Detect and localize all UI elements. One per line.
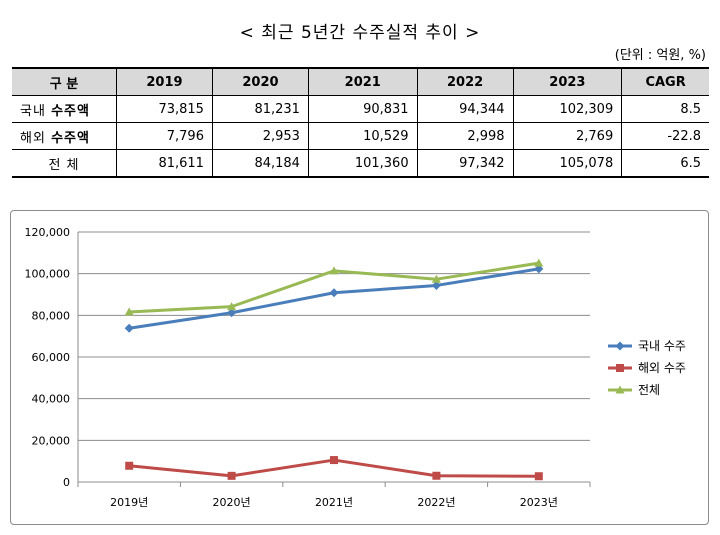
row-label: 전 체 (12, 149, 117, 178)
table-cell: 73,815 (116, 95, 213, 123)
row-label-b: 수주액 (51, 130, 90, 146)
x-tick-label: 2019년 (110, 496, 148, 509)
row-label-b: 수주액 (51, 103, 90, 119)
y-tick-label: 80,000 (32, 309, 71, 322)
y-tick-label: 40,000 (32, 393, 71, 406)
page-title: < 최근 5년간 수주실적 추이 > (239, 23, 481, 43)
data-point (432, 471, 441, 480)
data-point (227, 471, 236, 480)
unit-note: (단위 : 억원, %) (614, 48, 706, 63)
table-header-cell: 2021 (307, 67, 418, 96)
legend-marker (615, 341, 625, 351)
table-cell: 102,309 (512, 95, 623, 123)
series-line (128, 267, 540, 330)
table-cell: 8.5 (621, 95, 709, 123)
data-point (431, 280, 441, 290)
data-point (431, 274, 441, 283)
table-cell: 81,611 (116, 149, 213, 178)
table-row: 국내 수주액 73,815 81,231 90,831 94,344 102,3… (12, 95, 709, 123)
table-header-cell: 2022 (416, 67, 514, 96)
table-header-cell: 구 분 (12, 67, 117, 96)
y-tick-label: 20,000 (32, 434, 71, 447)
table-cell: -22.8 (621, 122, 709, 150)
legend-label: 해외 수주 (638, 361, 686, 375)
data-point (124, 323, 134, 333)
table-row: 전 체 81,611 84,184 101,360 97,342 105,078… (12, 149, 709, 178)
data-point (329, 288, 339, 298)
row-label-a: 전 체 (48, 157, 80, 173)
row-label: 해외 수주액 (12, 122, 117, 150)
table-cell: 2,998 (416, 122, 514, 150)
y-tick-label: 120,000 (25, 226, 71, 239)
data-point (534, 264, 544, 274)
table-cell: 97,342 (416, 149, 514, 178)
data-point (534, 258, 544, 267)
chart-frame (10, 210, 709, 525)
data-point (534, 472, 543, 481)
summary-table: 구 분 2019 2020 2021 2022 2023 CAGR 국내 수주액… (12, 67, 709, 178)
y-tick-label: 100,000 (25, 268, 71, 281)
data-point (227, 308, 237, 318)
table-header-cell: 2019 (116, 67, 213, 96)
legend-label: 국내 수주 (638, 339, 686, 353)
x-tick-label: 2022년 (417, 496, 455, 509)
table-cell: 81,231 (211, 95, 309, 123)
y-tick-label: 60,000 (32, 351, 71, 364)
data-point (330, 456, 338, 465)
data-point (227, 302, 237, 311)
table-header-cell: 2020 (211, 67, 309, 96)
table-header-row: 구 분 2019 2020 2021 2022 2023 CAGR (12, 67, 709, 96)
row-label: 국내 수주액 (12, 95, 117, 123)
data-point (329, 266, 339, 275)
row-label-a: 국내 (20, 103, 46, 119)
legend-marker (615, 385, 625, 394)
y-tick-label: 0 (63, 476, 70, 489)
table-cell: 10,529 (307, 122, 418, 150)
table-cell: 90,831 (307, 95, 418, 123)
data-point (124, 307, 134, 316)
table-cell: 84,184 (211, 149, 309, 178)
table-cell: 105,078 (512, 149, 623, 178)
x-tick-label: 2021년 (315, 496, 353, 509)
data-point (125, 461, 134, 470)
table-cell: 2,769 (512, 122, 623, 150)
table-cell: 6.5 (621, 149, 709, 178)
table-header-cell: CAGR (621, 67, 709, 96)
table-cell: 2,953 (211, 122, 309, 150)
table-row: 해외 수주액 7,796 2,953 10,529 2,998 2,769 -2… (12, 122, 709, 150)
x-tick-label: 2020년 (213, 496, 251, 509)
row-label-a: 해외 (20, 130, 46, 146)
legend-label: 전체 (638, 383, 660, 397)
table-cell: 101,360 (307, 149, 418, 178)
x-tick-label: 2023년 (520, 496, 558, 509)
table-cell: 7,796 (116, 122, 213, 150)
table-cell: 94,344 (416, 95, 514, 123)
table-header-cell: 2023 (512, 67, 623, 96)
line-chart: 0 20,000 40,000 60,000 80,000 100,000 120,000 2… (25, 226, 686, 509)
legend-marker (616, 364, 624, 372)
